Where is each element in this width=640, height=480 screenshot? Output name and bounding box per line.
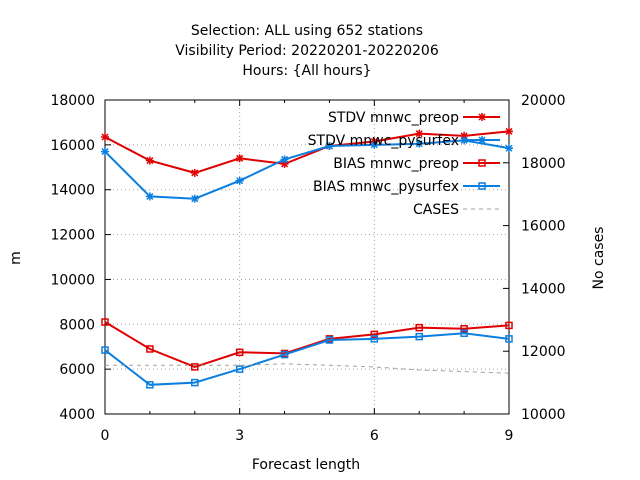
data-point bbox=[190, 168, 199, 177]
data-point bbox=[370, 330, 379, 339]
data-point bbox=[325, 141, 334, 150]
series-line bbox=[104, 321, 510, 368]
title-line: Selection: ALL using 652 stations bbox=[191, 23, 423, 39]
legend-label: STDV mnwc_pysurfex bbox=[308, 133, 459, 149]
y2-axis-label: No cases bbox=[591, 227, 607, 290]
y-tick-label: 14000 bbox=[50, 183, 95, 199]
data-point bbox=[190, 194, 199, 203]
legend-marker bbox=[478, 113, 486, 121]
y-tick-label: 12000 bbox=[50, 228, 95, 244]
data-point bbox=[145, 192, 154, 201]
data-point bbox=[101, 147, 109, 156]
data-point bbox=[460, 329, 468, 338]
title-line: Hours: {All hours} bbox=[242, 63, 371, 79]
x-tick-label: 9 bbox=[505, 428, 514, 444]
y2-tick-label: 12000 bbox=[521, 344, 566, 360]
y2-tick-label: 16000 bbox=[521, 219, 566, 235]
data-point bbox=[280, 350, 289, 359]
plot-frame bbox=[104, 99, 510, 415]
data-point bbox=[325, 336, 334, 344]
legend-label: BIAS mnwc_pysurfex bbox=[313, 179, 459, 195]
legend-label: CASES bbox=[413, 202, 459, 218]
data-point bbox=[235, 176, 244, 185]
series-line bbox=[104, 130, 510, 174]
data-point bbox=[146, 345, 154, 353]
x-tick-label: 0 bbox=[101, 428, 110, 444]
y-tick-label: 18000 bbox=[50, 93, 95, 109]
y-tick-label: 8000 bbox=[59, 317, 95, 333]
data-point bbox=[415, 332, 423, 341]
data-point bbox=[101, 346, 109, 354]
x-tick-label: 6 bbox=[370, 428, 379, 444]
chart-title: Selection: ALL using 652 stations Visibil… bbox=[175, 23, 439, 79]
data-point bbox=[145, 156, 154, 165]
ticks: 0 3 6 9 4000 6000 8000 10000 12000 14000 16000 1800… bbox=[50, 93, 565, 444]
legend-label: BIAS mnwc_preop bbox=[333, 156, 459, 172]
x-tick-label: 3 bbox=[235, 428, 244, 444]
data-point bbox=[101, 318, 109, 326]
series-line bbox=[105, 363, 510, 374]
y-axis-label: m bbox=[8, 251, 24, 265]
legend-marker bbox=[478, 136, 486, 144]
data-point bbox=[505, 144, 513, 153]
data-point bbox=[235, 365, 244, 373]
data-point bbox=[370, 335, 379, 343]
series-3 bbox=[101, 329, 513, 389]
data-point bbox=[505, 127, 513, 136]
data-point bbox=[235, 348, 244, 357]
y-tick-label: 16000 bbox=[50, 138, 95, 154]
y2-tick-label: 18000 bbox=[521, 156, 566, 172]
y-tick-label: 10000 bbox=[50, 272, 95, 288]
grid bbox=[105, 100, 509, 414]
x-axis-label: Forecast length bbox=[252, 457, 360, 473]
data-point bbox=[460, 325, 468, 333]
y2-tick-label: 14000 bbox=[521, 281, 566, 297]
series-line bbox=[104, 332, 510, 386]
legend: STDV mnwc_preop STDV mnwc_pysurfex BIAS mn… bbox=[308, 110, 500, 218]
data-point bbox=[415, 323, 423, 332]
data-point bbox=[370, 140, 379, 149]
data-point bbox=[415, 129, 424, 138]
y2-tick-label: 20000 bbox=[521, 93, 566, 109]
y-tick-label: 4000 bbox=[59, 407, 95, 423]
data-point bbox=[280, 155, 289, 164]
legend-label: STDV mnwc_preop bbox=[328, 110, 459, 126]
legend-marker bbox=[478, 159, 486, 167]
data-point bbox=[505, 335, 513, 343]
legend-marker bbox=[478, 182, 486, 190]
data-point bbox=[191, 378, 199, 387]
data-point bbox=[101, 133, 109, 142]
data-point bbox=[235, 154, 244, 163]
data-point bbox=[505, 321, 513, 330]
series-line bbox=[104, 139, 510, 200]
data-point bbox=[191, 363, 199, 371]
data-point bbox=[415, 139, 424, 148]
plot-border bbox=[104, 99, 510, 415]
title-line: Visibility Period: 20220201-20220206 bbox=[175, 43, 439, 59]
y2-tick-label: 10000 bbox=[521, 407, 566, 423]
series-4 bbox=[105, 363, 510, 374]
data-point bbox=[146, 381, 154, 389]
series-2 bbox=[101, 318, 513, 371]
y-tick-label: 6000 bbox=[59, 362, 95, 378]
